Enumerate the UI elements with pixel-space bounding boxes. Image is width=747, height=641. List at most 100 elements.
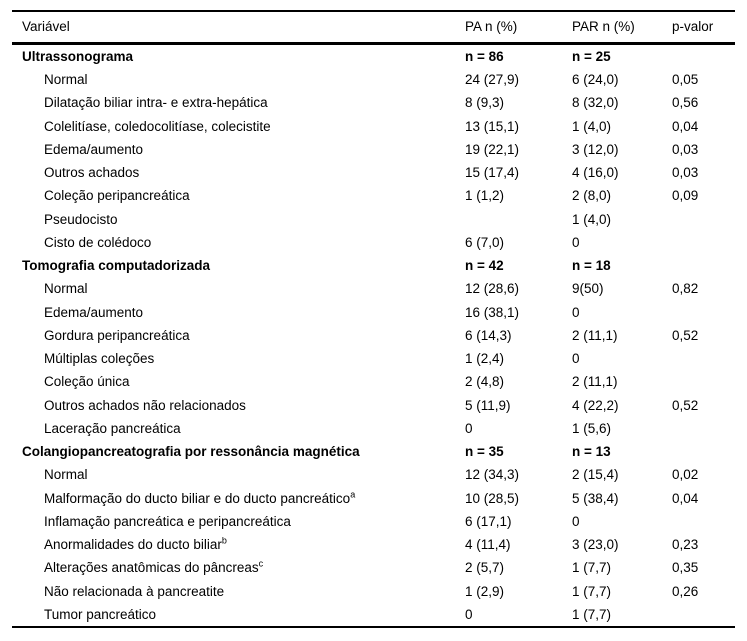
par-value-cell: 0	[572, 513, 580, 529]
pa-value-cell: 16 (38,1)	[465, 304, 520, 320]
section-par-count: n = 18	[572, 258, 611, 274]
table-row: Outros achados 15 (17,4) 4 (16,0) 0,03	[12, 161, 735, 184]
variable-label: Múltiplas coleções	[44, 351, 155, 367]
pa-value-cell: 19 (22,1)	[465, 141, 520, 157]
par-value-cell: 6 (24,0)	[572, 72, 619, 88]
column-header-pvalor: p-valor	[672, 19, 714, 35]
column-header-variavel: Variável	[22, 19, 70, 35]
section-header-row: Ultrassonograma n = 86 n = 25	[12, 45, 735, 68]
variable-cell: Coleção única	[12, 375, 465, 389]
section-header-row: Tomografia computadorizada n = 42 n = 18	[12, 254, 735, 277]
variable-cell: Múltiplas coleções	[12, 352, 465, 366]
section-title: Ultrassonograma	[22, 48, 134, 64]
variable-cell: Colelitíase, coledocolitíase, colecistit…	[12, 118, 465, 134]
variable-cell: Edema/aumento	[12, 143, 465, 157]
pa-value-cell: 15 (17,4)	[465, 165, 520, 181]
variable-label: Gordura peripancreática	[44, 327, 190, 343]
variable-cell: Normal	[12, 468, 465, 482]
pvalue-cell: 0,02	[672, 467, 699, 483]
table-row: Coleção única 2 (4,8) 2 (11,1)	[12, 371, 735, 394]
table-row: Edema/aumento 19 (22,1) 3 (12,0) 0,03	[12, 138, 735, 161]
pvalue-cell: 0,23	[672, 537, 699, 553]
pa-value-cell: 0	[465, 606, 473, 622]
section-pa-count: n = 35	[465, 444, 504, 460]
variable-cell: Cisto de colédoco	[12, 236, 465, 250]
variable-cell: Outros achados não relacionados	[12, 398, 465, 413]
variable-cell: Inflamação pancreática e peripancreática	[12, 515, 465, 529]
table-row: Cisto de colédoco 6 (7,0) 0	[12, 231, 735, 254]
pa-value-cell: 4 (11,4)	[465, 537, 511, 553]
variable-cell: Anormalidades do ducto biliarb	[12, 536, 465, 553]
par-value-cell: 1 (4,0)	[572, 118, 612, 134]
variable-label: Edema/aumento	[44, 304, 144, 320]
section-pa-count: n = 86	[465, 48, 504, 64]
pa-value-cell: 1 (2,9)	[465, 583, 505, 599]
variable-cell: Malformação do ducto biliar e do ducto p…	[12, 489, 465, 506]
par-value-cell: 4 (16,0)	[572, 165, 619, 181]
table-body: Ultrassonograma n = 86 n = 25 Normal 24 (27,…	[12, 45, 735, 626]
par-value-cell: 2 (11,1)	[572, 374, 618, 390]
variable-label: Edema/aumento	[44, 141, 144, 157]
table-row: Não relacionada à pancreatite 1 (2,9) 1 (7…	[12, 580, 735, 603]
pa-value-cell: 12 (34,3)	[465, 467, 520, 483]
par-value-cell: 0	[572, 304, 580, 320]
variable-label: Laceração pancreática	[44, 420, 181, 436]
pa-value-cell: 1 (2,4)	[465, 351, 505, 367]
pa-value-cell: 2 (4,8)	[465, 374, 505, 390]
par-value-cell: 1 (7,7)	[572, 560, 612, 576]
table-header-row: Variável PA n (%) PAR n (%) p-valor	[12, 12, 735, 45]
pa-value-cell: 8 (9,3)	[465, 95, 505, 111]
variable-cell: Normal	[12, 73, 465, 87]
variable-label: Pseudocisto	[44, 211, 118, 227]
variable-label: Malformação do ducto biliar e do ducto p…	[44, 490, 351, 506]
variable-label: Colelitíase, coledocolitíase, colecistit…	[44, 118, 271, 134]
variable-label: Inflamação pancreática e peripancreática	[44, 513, 291, 529]
par-value-cell: 0	[572, 234, 580, 250]
variable-label: Coleção peripancreática	[44, 188, 190, 204]
pvalue-cell: 0,35	[672, 560, 699, 576]
pa-value-cell: 0	[465, 420, 473, 436]
variable-label: Cisto de colédoco	[44, 234, 152, 250]
footnote-marker: a	[350, 489, 356, 500]
par-value-cell: 0	[572, 351, 580, 367]
par-value-cell: 1 (4,0)	[572, 211, 612, 227]
variable-label: Dilatação biliar intra- e extra-hepática	[44, 95, 268, 111]
pa-value-cell: 5 (11,9)	[465, 397, 511, 413]
variable-cell: Coleção peripancreática	[12, 189, 465, 203]
par-value-cell: 3 (12,0)	[572, 141, 619, 157]
pa-value-cell: 2 (5,7)	[465, 560, 505, 576]
variable-cell: Tumor pancreático	[12, 608, 465, 622]
table-row: Alterações anatômicas do pâncreasc 2 (5,7…	[12, 557, 735, 580]
pvalue-cell: 0,05	[672, 72, 699, 88]
variable-label: Outros achados	[44, 165, 140, 181]
pvalue-cell: 0,03	[672, 141, 699, 157]
results-table: Variável PA n (%) PAR n (%) p-valor Ultr…	[12, 10, 735, 629]
table-row: Coleção peripancreática 1 (1,2) 2 (8,0) 0,0…	[12, 185, 735, 208]
par-value-cell: 1 (5,6)	[572, 420, 612, 436]
table-row: Malformação do ducto biliar e do ducto p…	[12, 487, 735, 510]
pa-value-cell: 13 (15,1)	[465, 118, 520, 134]
pvalue-cell: 0,52	[672, 397, 699, 413]
variable-cell: Laceração pancreática	[12, 422, 465, 436]
par-value-cell: 2 (8,0)	[572, 188, 612, 204]
variable-label: Coleção única	[44, 374, 130, 390]
table-row: Pseudocisto 1 (4,0)	[12, 208, 735, 231]
par-value-cell: 8 (32,0)	[572, 95, 619, 111]
par-value-cell: 9(50)	[572, 281, 604, 297]
section-header-row: Colangiopancreatografia por ressonância …	[12, 440, 735, 463]
variable-label: Alterações anatômicas do pâncreas	[44, 560, 259, 576]
pvalue-cell: 0,04	[672, 490, 699, 506]
table-row: Anormalidades do ducto biliarb 4 (11,4) 3 …	[12, 533, 735, 556]
variable-label: Normal	[44, 72, 88, 88]
variable-label: Anormalidades do ducto biliar	[44, 537, 222, 553]
table-row: Colelitíase, coledocolitíase, colecistit…	[12, 115, 735, 138]
par-value-cell: 5 (38,4)	[572, 490, 619, 506]
table-row: Normal 24 (27,9) 6 (24,0) 0,05	[12, 68, 735, 91]
pa-value-cell: 10 (28,5)	[465, 490, 520, 506]
variable-cell: Normal	[12, 282, 465, 296]
table-row: Dilatação biliar intra- e extra-hepática…	[12, 92, 735, 115]
pa-value-cell: 12 (28,6)	[465, 281, 520, 297]
par-value-cell: 1 (7,7)	[572, 606, 612, 622]
footnote-marker: c	[258, 558, 264, 569]
variable-cell: Pseudocisto	[12, 211, 465, 227]
